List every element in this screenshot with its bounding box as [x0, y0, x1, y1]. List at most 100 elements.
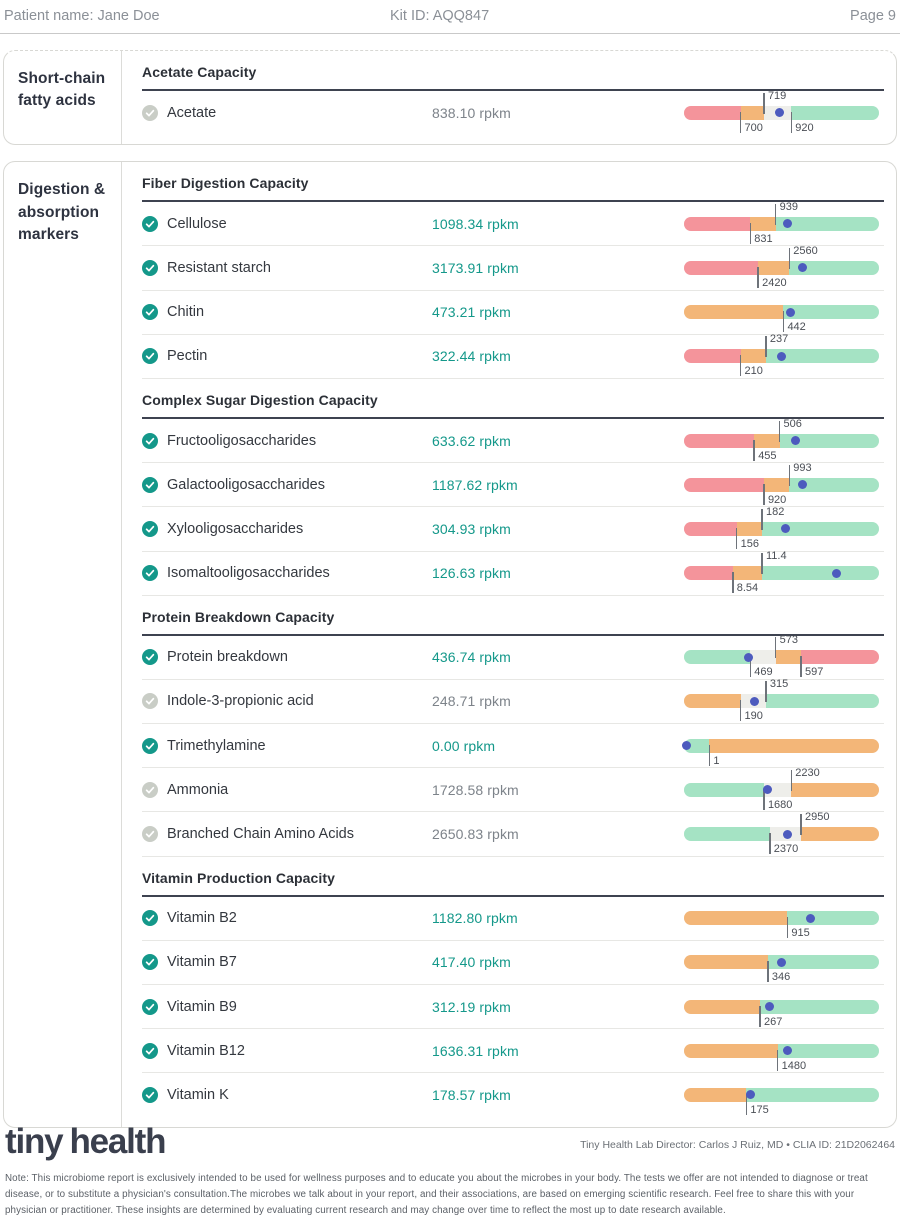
bar-segment-green: [684, 827, 770, 842]
bar-segment-red: [684, 105, 741, 120]
page-header: Patient name: Jane Doe Kit ID: AQQ847 Pa…: [0, 0, 900, 34]
section-title-underline: [142, 894, 884, 897]
marker-row: Pectin 322.44 rpkm 210 237: [142, 333, 884, 379]
marker-label: Protein breakdown: [167, 649, 288, 666]
threshold-tick-label: 939: [779, 200, 798, 213]
threshold-tick-label: 719: [767, 89, 787, 102]
capacity-bar-track: [684, 566, 879, 581]
threshold-tick-label: 831: [754, 232, 773, 245]
section-title: Protein Breakdown Capacity: [142, 608, 335, 625]
bar-segment-orange: [750, 216, 776, 231]
bar-segment-orange: [684, 1087, 747, 1102]
marker-label-cell: Acetate: [142, 104, 432, 121]
threshold-tick: [763, 788, 765, 810]
threshold-tick: [765, 336, 767, 358]
marker-label: Resistant starch: [167, 259, 271, 276]
threshold-tick-label: 210: [744, 365, 763, 378]
bar-segment-green: [791, 105, 879, 120]
threshold-tick-label: 11.4: [766, 550, 787, 563]
bar-segment-orange: [791, 782, 879, 797]
sample-value-dot: [777, 957, 786, 967]
threshold-tick: [749, 656, 752, 678]
capacity-bar: 2420 2560: [684, 245, 879, 289]
marker-label: Galactooligosaccharides: [167, 476, 325, 493]
marker-label-cell: Vitamin B2: [142, 910, 432, 927]
marker-label: Cellulose: [167, 215, 227, 232]
capacity-bar: 156 182: [684, 506, 879, 550]
threshold-tick-label: 182: [766, 505, 785, 518]
threshold-tick: [745, 1093, 748, 1115]
check-badge-good-icon: [142, 737, 158, 754]
marker-label: Chitin: [167, 304, 205, 321]
section-title-underline: [142, 633, 884, 636]
threshold-tick-label: 175: [750, 1103, 769, 1116]
threshold-tick: [761, 508, 763, 530]
bar-segment-red: [684, 216, 751, 231]
threshold-tick-label: 469: [754, 666, 773, 679]
marker-value: 178.57 rpkm: [432, 1086, 511, 1103]
threshold-tick: [767, 961, 769, 983]
marker-value: 3173.91 rpkm: [432, 259, 519, 276]
capacity-bar-track: [684, 650, 879, 665]
check-badge-good-icon: [142, 649, 158, 666]
threshold-tick: [757, 266, 759, 288]
bar-segment-orange: [684, 999, 761, 1014]
section-title-underline: [142, 416, 884, 419]
bar-segment-green: [787, 911, 879, 926]
marker-row: Vitamin K 178.57 rpkm 175: [142, 1073, 884, 1116]
section-title-underline: [142, 200, 884, 203]
bar-segment-green: [767, 955, 879, 970]
threshold-tick: [788, 464, 791, 486]
sample-value-dot: [777, 351, 786, 361]
bar-segment-red: [684, 521, 737, 536]
marker-label-cell: Vitamin B9: [142, 998, 432, 1015]
section-header: Protein Breakdown Capacity: [142, 596, 884, 636]
patient-name-label: Patient name: Jane Doe: [4, 8, 160, 24]
section-header: Complex Sugar Digestion Capacity: [142, 379, 884, 419]
bar-segment-orange: [736, 521, 762, 536]
sample-value-dot: [749, 696, 759, 706]
section-title: Complex Sugar Digestion Capacity: [142, 391, 378, 408]
bar-segment-green: [762, 566, 879, 581]
sample-value-dot: [775, 108, 785, 118]
bar-segment-grayzone: [750, 650, 776, 665]
bar-segment-red: [684, 260, 759, 275]
threshold-tick-label: 2420: [762, 276, 787, 289]
marker-label: Vitamin B2: [167, 910, 237, 927]
capacity-bar: 346: [684, 955, 879, 983]
bar-segment-green: [760, 999, 879, 1014]
marker-label-cell: Xylooligosaccharides: [142, 520, 432, 537]
threshold-tick: [732, 572, 734, 594]
sample-value-dot: [782, 219, 792, 229]
bar-segment-orange: [684, 911, 788, 926]
section-title: Vitamin Production Capacity: [142, 869, 336, 886]
threshold-tick-label: 993: [793, 461, 812, 474]
bar-segment-orange: [763, 477, 790, 492]
threshold-tick-label: 190: [744, 710, 763, 723]
threshold-tick: [749, 222, 752, 244]
marker-value: 1187.62 rpkm: [432, 476, 518, 493]
capacity-bar-track: [684, 782, 879, 797]
bar-segment-red: [684, 433, 755, 448]
capacity-bar-track: [684, 1087, 879, 1102]
bar-segment-orange: [684, 955, 768, 970]
marker-row: Indole-3-propionic acid 248.71 rpkm 190 315: [142, 678, 884, 725]
capacity-bar-track: [684, 260, 879, 275]
capacity-bar-track: [684, 738, 879, 753]
check-badge-good-icon: [142, 998, 158, 1015]
threshold-tick-label: 455: [758, 449, 777, 462]
card-sidebar: Digestion & absorption markers: [4, 162, 122, 1127]
marker-value: 838.10 rpkm: [432, 104, 511, 121]
marker-row: Galactooligosaccharides 1187.62 rpkm 920 99…: [142, 461, 884, 508]
marker-row: Vitamin B12 1636.31 rpkm 1480: [142, 1029, 884, 1074]
marker-label: Branched Chain Amino Acids: [167, 826, 354, 843]
marker-label-cell: Pectin: [142, 348, 432, 365]
threshold-tick: [790, 769, 792, 791]
card-sidebar-label: Digestion & absorption markers: [18, 181, 106, 244]
check-badge-neutral-icon: [142, 693, 158, 710]
marker-label-cell: Ammonia: [142, 781, 432, 798]
check-badge-good-icon: [142, 954, 158, 971]
check-badge-good-icon: [142, 304, 158, 321]
marker-value: 1636.31 rpkm: [432, 1042, 519, 1059]
threshold-tick-label: 2230: [795, 766, 820, 779]
